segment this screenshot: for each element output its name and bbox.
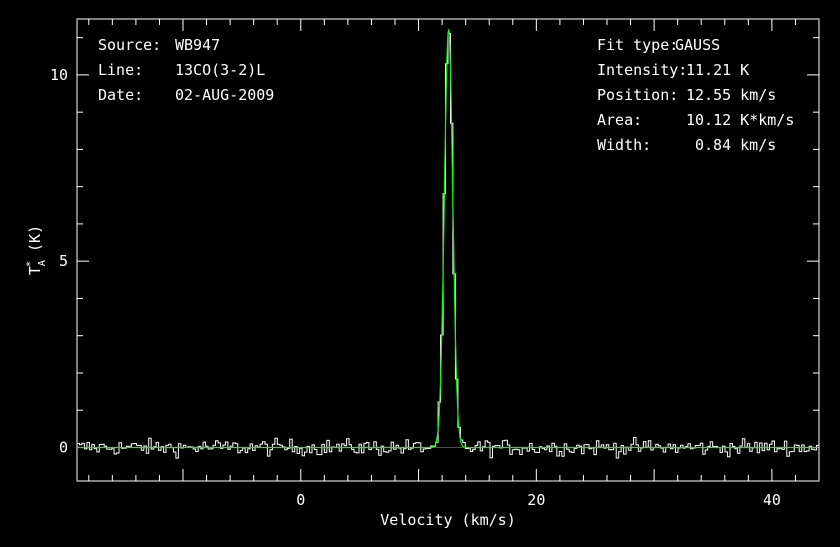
y-tick-label: 0 [59, 438, 68, 456]
spectrum-histogram-series [77, 33, 819, 459]
fittype-value: GAUSS [675, 36, 720, 54]
gaussian-fit-series [77, 28, 819, 449]
svg-text:TA* (K): TA* (K) [25, 225, 48, 275]
line-value: 13CO(3-2)L [175, 61, 265, 79]
axis-tick-labels: 0 20 40 0 5 10 [50, 66, 781, 509]
y-axis-label: TA* (K) [25, 225, 48, 275]
date-value: 02-AUG-2009 [175, 86, 274, 104]
area-value: 10.12 K*km/s [686, 111, 794, 129]
intensity-label: Intensity: [597, 61, 687, 79]
position-label: Position: [597, 86, 678, 104]
date-label: Date: [98, 86, 143, 104]
source-value: WB947 [175, 36, 220, 54]
x-tick-label: 20 [527, 491, 545, 509]
width-value: 0.84 km/s [695, 136, 776, 154]
y-tick-label: 10 [50, 66, 68, 84]
position-value: 12.55 km/s [686, 86, 776, 104]
area-label: Area: [597, 111, 642, 129]
line-label: Line: [98, 61, 143, 79]
width-label: Width: [597, 136, 651, 154]
intensity-value: 11.21 K [686, 61, 749, 79]
fittype-label: Fit type: [597, 36, 678, 54]
plot-frame [76, 18, 820, 482]
x-tick-label: 0 [296, 491, 305, 509]
x-tick-label: 40 [763, 491, 781, 509]
axis-ticks [77, 19, 820, 481]
y-tick-label: 5 [59, 252, 68, 270]
x-axis-label: Velocity (km/s) [380, 511, 515, 529]
source-label: Source: [98, 36, 161, 54]
